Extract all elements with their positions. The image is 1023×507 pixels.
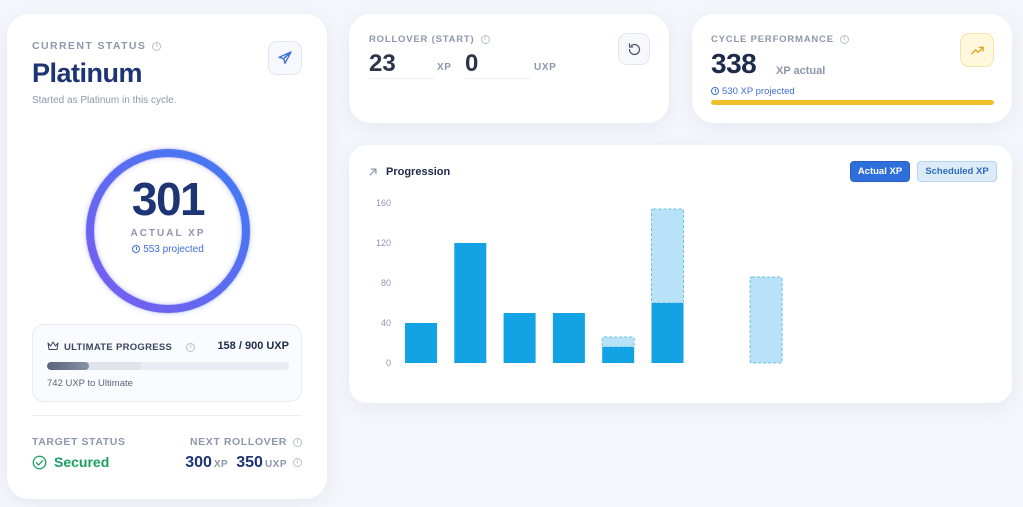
next-rollover-xp: 300 [185, 454, 212, 471]
info-icon[interactable]: i [186, 342, 196, 352]
next-rollover-uxp: 350 [236, 454, 263, 471]
bar-scheduled-8[interactable] [749, 276, 783, 364]
progression-card: Progression Actual XP Scheduled XP 0 40 80… [349, 145, 1012, 403]
bar-actual-2[interactable] [454, 243, 487, 363]
next-rollover-values: 300 XP 350 UXP i [185, 454, 302, 472]
cycle-xp-value: 338 [711, 48, 757, 79]
progression-title: Progression [386, 166, 451, 178]
plane-icon [278, 51, 292, 64]
ultimate-actual-fill [47, 362, 90, 370]
info-icon[interactable]: i [839, 34, 849, 44]
cycle-projected: 530 XP projected [711, 86, 795, 97]
rollover-xp-unit: XP [437, 62, 452, 73]
plane-button[interactable] [268, 41, 302, 75]
clock-icon [711, 87, 719, 95]
rollover-uxp-unit: UXP [534, 62, 557, 73]
tier-subtitle: Started as Platinum in this cycle. [32, 95, 177, 106]
xp-ring-graphic [85, 148, 251, 314]
reset-icon [628, 42, 640, 55]
info-icon[interactable]: i [480, 34, 490, 44]
ultimate-progress-box: ULTIMATE PROGRESS i 158 / 900 UXP 742 UXP… [32, 324, 302, 402]
ultimate-progress-title: ULTIMATE PROGRESS i [47, 341, 196, 353]
cycle-performance-card: CYCLE PERFORMANCE i 338 XP actual 530 XP … [692, 14, 1012, 123]
ultimate-progress-value: 158 / 900 UXP [217, 340, 289, 352]
crown-icon [47, 341, 59, 350]
info-icon[interactable]: i [293, 437, 302, 447]
y-tick-label: 160 [376, 198, 391, 208]
status-label-text: CURRENT STATUS [32, 40, 147, 52]
ring-progress-arc [86, 149, 250, 313]
status-label: CURRENT STATUS i [32, 40, 162, 52]
rollover-xp-underline [369, 78, 434, 79]
cycle-progress-fill [711, 100, 994, 105]
info-icon[interactable]: i [293, 458, 302, 468]
rollover-uxp-underline [465, 78, 530, 79]
info-icon[interactable]: i [152, 41, 162, 51]
bar-actual-4[interactable] [552, 313, 585, 363]
y-tick-label: 40 [381, 318, 391, 328]
legend-scheduled-xp[interactable]: Scheduled XP [917, 161, 997, 182]
y-tick-label: 0 [386, 358, 391, 368]
bar-actual-6[interactable] [651, 303, 684, 363]
target-status-label: TARGET STATUS [32, 436, 126, 448]
trend-button[interactable] [960, 33, 994, 67]
cycle-projected-text: 530 XP projected [722, 86, 795, 97]
arrow-up-right-icon [369, 168, 377, 176]
cycle-xp-unit: XP actual [776, 65, 826, 77]
tier-name: Platinum [32, 58, 143, 88]
target-status-value: Secured [32, 454, 109, 470]
y-tick-label: 120 [376, 238, 391, 248]
divider [32, 415, 302, 416]
actual-xp-value: 301 [131, 173, 206, 225]
ultimate-progress-title-text: ULTIMATE PROGRESS [64, 342, 173, 353]
bar-scheduled-6[interactable] [651, 208, 684, 304]
actual-xp-label: ACTUAL XP [130, 228, 206, 239]
reset-button[interactable] [618, 33, 650, 65]
next-rollover-uxp-unit: UXP [264, 459, 287, 470]
target-status-text: Secured [54, 454, 110, 470]
ultimate-progress-bar [47, 362, 289, 370]
bar-actual-5[interactable] [602, 347, 635, 363]
projected-xp-text: 553 projected [143, 244, 204, 255]
rollover-uxp-input[interactable]: 0 [465, 50, 479, 77]
cycle-progress-bar [711, 100, 994, 105]
rollover-start-title: ROLLOVER (START) i [369, 34, 490, 45]
progression-chart: 0 40 80 120 160 [376, 198, 783, 368]
next-rollover-label-text: NEXT ROLLOVER [189, 436, 287, 448]
status-card: CURRENT STATUS i Platinum Started as Plat… [7, 14, 327, 499]
bar-actual-3[interactable] [503, 313, 536, 363]
bar-actual-1[interactable] [405, 323, 437, 363]
next-rollover-label: NEXT ROLLOVER i [190, 436, 302, 448]
trending-up-icon [970, 46, 984, 54]
projected-xp: 553 projected [81, 244, 255, 255]
legend-actual-xp[interactable]: Actual XP [850, 161, 910, 182]
check-circle-icon [32, 455, 47, 469]
rollover-start-title-text: ROLLOVER (START) [369, 34, 475, 45]
clock-icon [132, 245, 141, 253]
rollover-start-card: ROLLOVER (START) i 23 XP 0 UXP [349, 14, 669, 123]
rollover-xp-input[interactable]: 23 [369, 50, 396, 77]
ultimate-remaining: 742 UXP to Ultimate [47, 378, 133, 389]
next-rollover-xp-unit: XP [213, 459, 229, 470]
ultimate-projected-fill [47, 362, 142, 370]
xp-ring: 301 ACTUAL XP 553 projected [81, 144, 255, 318]
cycle-performance-title-text: CYCLE PERFORMANCE [711, 34, 834, 45]
cycle-performance-title: CYCLE PERFORMANCE i [711, 34, 849, 45]
bar-scheduled-5[interactable] [601, 336, 635, 348]
y-tick-label: 80 [381, 278, 391, 288]
